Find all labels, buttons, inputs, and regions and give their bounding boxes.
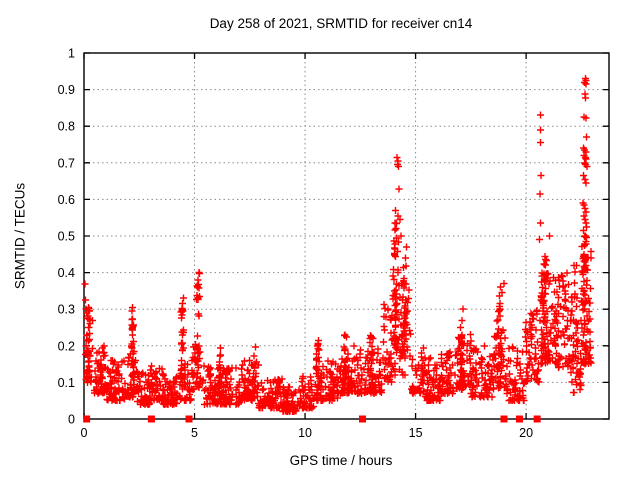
svg-text:15: 15	[409, 426, 423, 440]
svg-text:0.8: 0.8	[58, 120, 75, 134]
svg-text:0.2: 0.2	[58, 339, 75, 353]
svg-text:0.1: 0.1	[58, 376, 75, 390]
svg-text:0: 0	[81, 426, 88, 440]
svg-text:1: 1	[68, 47, 75, 61]
svg-text:5: 5	[191, 426, 198, 440]
svg-text:0.9: 0.9	[58, 83, 75, 97]
svg-text:0: 0	[68, 413, 75, 427]
svg-text:0.4: 0.4	[58, 266, 75, 280]
svg-text:20: 20	[519, 426, 533, 440]
svg-text:0.6: 0.6	[58, 193, 75, 207]
x-axis-label: GPS time / hours	[289, 453, 393, 468]
svg-text:0.3: 0.3	[58, 303, 75, 317]
chart-title: Day 258 of 2021, SRMTID for receiver cn1…	[209, 16, 473, 31]
svg-text:10: 10	[298, 426, 312, 440]
svg-text:0.5: 0.5	[58, 230, 75, 244]
svg-text:0.7: 0.7	[58, 156, 75, 170]
